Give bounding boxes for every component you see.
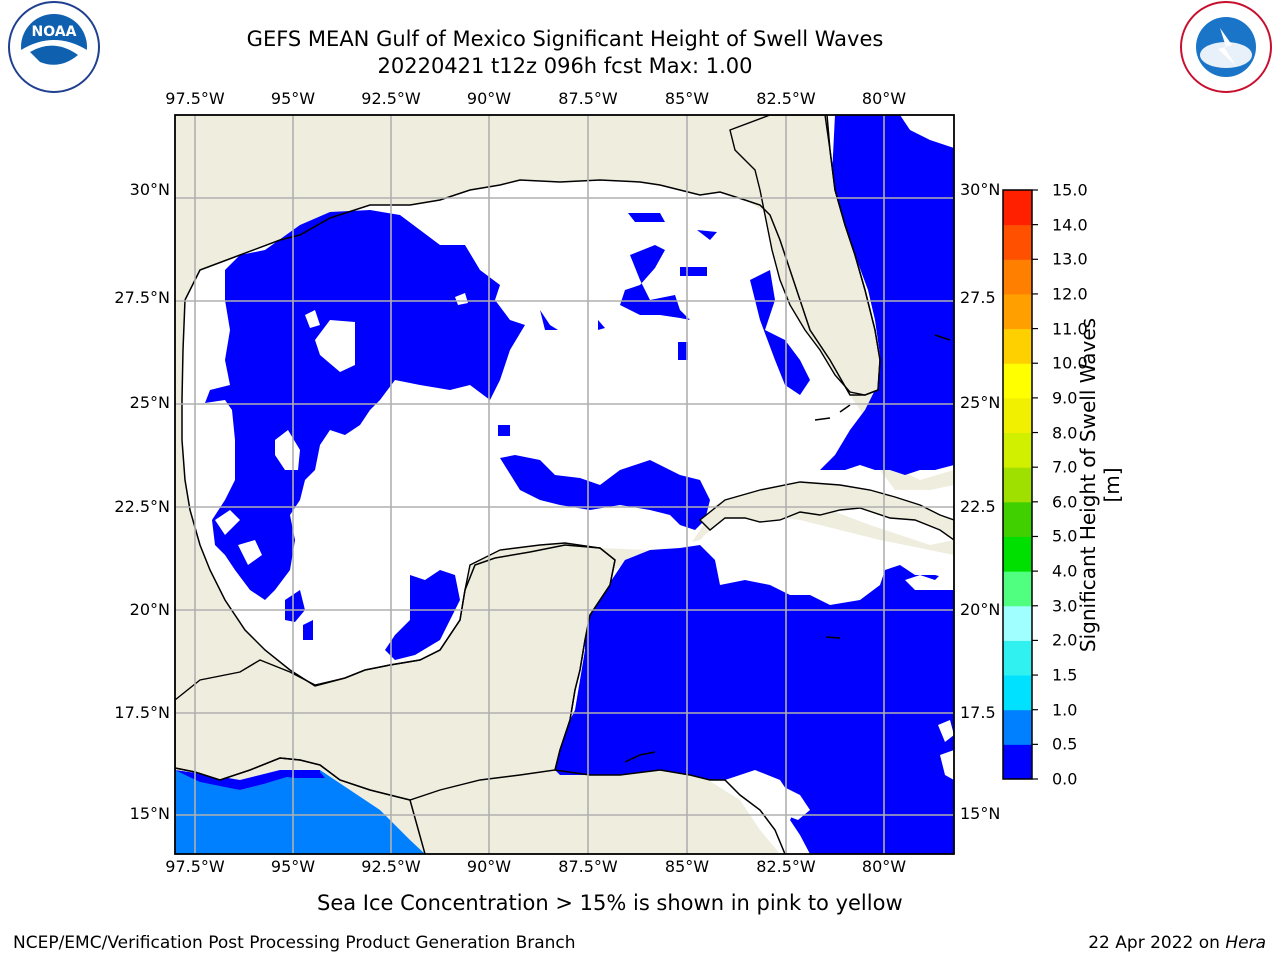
lon-label-bottom: 85°W: [664, 857, 710, 876]
lat-label-left: 17.5°N: [114, 703, 170, 722]
colorbar-segment: [1003, 640, 1032, 676]
colorbar-tick-label: 2.0: [1052, 630, 1078, 650]
lon-label-bottom: 82.5°W: [756, 857, 816, 876]
lon-label-top: 90°W: [466, 89, 512, 108]
lat-label-left: 20°N: [129, 600, 170, 619]
colorbar-segment: [1003, 571, 1032, 607]
colorbar-tick-label: 4.0: [1052, 561, 1078, 581]
colorbar-segment: [1003, 709, 1032, 745]
colorbar-segment: [1003, 293, 1032, 330]
lon-label-top: 82.5°W: [756, 89, 816, 108]
pacific-water-overlay: [175, 772, 425, 854]
colorbar-segment: [1003, 744, 1032, 780]
lat-label-left: 22.5°N: [114, 497, 170, 516]
colorbar-segment: [1003, 397, 1032, 434]
colorbar-tick-label: 11.0: [1052, 319, 1088, 339]
footer-date-text: 22 Apr 2022 on: [1088, 933, 1226, 953]
colorbar-segment: [1003, 536, 1032, 572]
map-frame: [174, 114, 955, 855]
footer-credit: NCEP/EMC/Verification Post Processing Pr…: [13, 933, 576, 953]
swell-patches: [175, 115, 954, 854]
footer-date: 22 Apr 2022 on Hera: [1088, 933, 1266, 953]
colorbar-tick-label: 0.0: [1052, 769, 1078, 789]
lon-label-bottom: 92.5°W: [361, 857, 421, 876]
colorbar-tick-label: 13.0: [1052, 249, 1088, 269]
lon-label-top: 97.5°W: [165, 89, 225, 108]
lat-label-right: 25°N: [960, 393, 1001, 412]
colorbar-segment: [1003, 501, 1032, 537]
land-overlays: [175, 115, 954, 854]
lon-label-top: 95°W: [270, 89, 316, 108]
no-swell-holes: [215, 293, 954, 830]
colorbar-tick-label: 0.5: [1052, 734, 1078, 754]
lat-label-left: 15°N: [129, 804, 170, 823]
coastline: [175, 115, 881, 854]
lat-label-right: 30°N: [960, 180, 1001, 199]
colorbar-segment: [1003, 328, 1032, 364]
honduras-islands: [624, 751, 656, 763]
lat-label-left: 25°N: [129, 393, 170, 412]
colorbar-segment: [1003, 605, 1032, 641]
colorbar-tick-label: 1.5: [1052, 665, 1078, 685]
colorbar-tick-label: 12.0: [1052, 284, 1088, 304]
lat-label-left: 27.5°N: [114, 288, 170, 307]
map-area: [175, 115, 954, 854]
chart-title: GEFS MEAN Gulf of Mexico Significant Hei…: [246, 27, 884, 51]
colorbar-frame: [1002, 189, 1033, 780]
footer-host: Hera: [1225, 933, 1266, 953]
colorbar-tick-label: 14.0: [1052, 215, 1088, 235]
colorbar-tick-label: 10.0: [1052, 353, 1088, 373]
colorbar-segment: [1003, 224, 1032, 260]
lat-label-right: 17.5: [960, 703, 996, 722]
nws-logo: [1180, 1, 1272, 93]
lon-label-top: 85°W: [664, 89, 710, 108]
colorbar-tick-label: 5.0: [1052, 526, 1078, 546]
colorbar-label: Significant Height of Swell Waves [m]: [1076, 317, 1124, 653]
colorbar-tick-label: 9.0: [1052, 388, 1078, 408]
lat-label-right: 27.5: [960, 288, 996, 307]
colorbar-segment: [1003, 363, 1032, 399]
lat-label-right: 20°N: [960, 600, 1001, 619]
lat-label-left: 30°N: [129, 180, 170, 199]
lon-label-top: 92.5°W: [361, 89, 421, 108]
keys-outline: [814, 334, 951, 421]
lon-label-bottom: 80°W: [861, 857, 907, 876]
colorbar-segment: [1003, 190, 1032, 226]
lat-label-right: 22.5: [960, 497, 996, 516]
colorbar-tick-label: 6.0: [1052, 492, 1078, 512]
jamaica-outline: [825, 636, 841, 639]
colorbar-tick-label: 8.0: [1052, 423, 1078, 443]
cuba: [698, 481, 954, 541]
colorbar-segment: [1003, 675, 1032, 711]
lon-label-bottom: 87.5°W: [558, 857, 618, 876]
colorbar-tick-label: 3.0: [1052, 596, 1078, 616]
colorbar: [1002, 189, 1038, 780]
chart-subtitle: 20220421 t12z 096h fcst Max: 1.00: [377, 54, 753, 78]
lon-label-bottom: 97.5°W: [165, 857, 225, 876]
colorbar-tick-label: 15.0: [1052, 180, 1088, 200]
colorbar-segment: [1003, 432, 1032, 468]
gridlines: [175, 115, 954, 854]
lon-label-top: 87.5°W: [558, 89, 618, 108]
svg-text:NOAA: NOAA: [32, 24, 77, 40]
noaa-logo: NOAA: [8, 1, 100, 93]
lon-label-bottom: 90°W: [466, 857, 512, 876]
colorbar-segment: [1003, 467, 1032, 503]
lon-label-bottom: 95°W: [270, 857, 316, 876]
colorbar-segment: [1003, 259, 1032, 295]
sea-ice-note: Sea Ice Concentration > 15% is shown in …: [317, 891, 903, 915]
colorbar-tick-label: 7.0: [1052, 457, 1078, 477]
lon-label-top: 80°W: [861, 89, 907, 108]
colorbar-tick-label: 1.0: [1052, 700, 1078, 720]
lat-label-right: 15°N: [960, 804, 1001, 823]
